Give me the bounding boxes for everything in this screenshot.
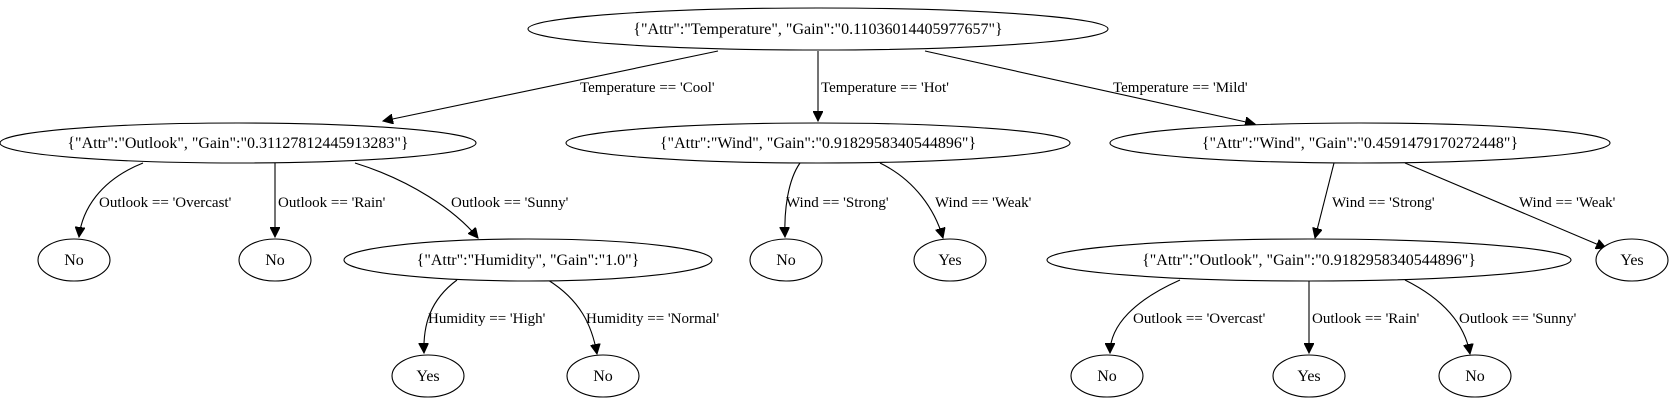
edge-label-wind-strong: Wind == 'Strong' — [1332, 195, 1435, 211]
node-ellipse — [37, 238, 111, 282]
edge-label-wind-weak: Wind == 'Weak' — [1519, 195, 1616, 211]
edge-arrow — [785, 162, 801, 237]
edge-arrow — [383, 50, 719, 121]
edge-arrow — [547, 279, 597, 354]
edge-m_strong-to-ms_rain: Outlook == 'Rain' — [1309, 281, 1420, 353]
node-label: {"Attr":"Humidity", "Gain":"1.0"} — [417, 252, 640, 269]
node-ellipse — [238, 238, 312, 282]
decision-node-c-sunny: {"Attr":"Humidity", "Gain":"1.0"} — [343, 238, 713, 282]
node-ellipse — [1595, 238, 1669, 282]
leaf-node-h-strong: No — [749, 238, 823, 282]
node-label: No — [776, 252, 796, 269]
node-ellipse — [0, 122, 477, 164]
edge-arrow — [1404, 279, 1470, 354]
edge-c_sunny-to-hum_high: Humidity == 'High' — [424, 279, 546, 353]
edge-label-outlook-rain: Outlook == 'Rain' — [278, 195, 386, 211]
node-ellipse — [1109, 122, 1611, 164]
node-ellipse — [749, 238, 823, 282]
edge-label-outlook-overcast: Outlook == 'Overcast' — [1133, 311, 1266, 327]
node-label: Yes — [1620, 252, 1643, 269]
edge-mild-to-m_weak: Wind == 'Weak' — [1404, 162, 1616, 248]
edge-cool-to-c_overcast: Outlook == 'Overcast' — [79, 162, 232, 237]
edge-root-to-cool: Temperature == 'Cool' — [383, 50, 719, 121]
edge-arrow — [879, 162, 943, 238]
edge-c_sunny-to-hum_normal: Humidity == 'Normal' — [547, 279, 719, 354]
leaf-node-hum-normal: No — [566, 354, 640, 398]
node-ellipse — [565, 122, 1071, 164]
leaf-node-ms-sunny: No — [1438, 354, 1512, 398]
edge-label-temperature-hot: Temperature == 'Hot' — [821, 80, 949, 96]
decision-node-root: {"Attr":"Temperature", "Gain":"0.1103601… — [527, 7, 1109, 51]
node-ellipse — [1046, 238, 1572, 282]
edge-root-to-hot: Temperature == 'Hot' — [818, 51, 949, 121]
leaf-node-c-overcast: No — [37, 238, 111, 282]
node-label: No — [593, 368, 613, 385]
edge-arrow — [1110, 279, 1181, 353]
node-ellipse — [527, 7, 1109, 51]
edge-label-temperature-mild: Temperature == 'Mild' — [1113, 80, 1248, 96]
node-label: No — [1097, 368, 1117, 385]
edge-label-wind-strong: Wind == 'Strong' — [786, 195, 889, 211]
edge-arrow — [354, 162, 478, 238]
edge-mild-to-m_strong: Wind == 'Strong' — [1315, 162, 1435, 238]
edge-root-to-mild: Temperature == 'Mild' — [924, 50, 1255, 124]
edge-label-outlook-overcast: Outlook == 'Overcast' — [99, 195, 232, 211]
leaf-node-h-weak: Yes — [913, 238, 987, 282]
node-label: No — [1465, 368, 1485, 385]
nodes-layer: {"Attr":"Temperature", "Gain":"0.1103601… — [0, 7, 1669, 398]
edges-layer: Temperature == 'Cool' Temperature == 'Hot… — [79, 50, 1616, 354]
decision-node-mild: {"Attr":"Wind", "Gain":"0.45914791702724… — [1109, 122, 1611, 164]
edge-cool-to-c_sunny: Outlook == 'Sunny' — [354, 162, 569, 238]
leaf-node-ms-rain: Yes — [1272, 354, 1346, 398]
node-label: No — [265, 252, 285, 269]
decision-node-m-strong: {"Attr":"Outlook", "Gain":"0.91829583405… — [1046, 238, 1572, 282]
edge-label-humidity-high: Humidity == 'High' — [428, 311, 546, 327]
edge-arrow — [1315, 162, 1335, 238]
node-label: Yes — [1297, 368, 1320, 385]
edge-m_strong-to-ms_sunny: Outlook == 'Sunny' — [1404, 279, 1577, 354]
edge-label-outlook-rain: Outlook == 'Rain' — [1312, 311, 1420, 327]
edge-hot-to-h_weak: Wind == 'Weak' — [879, 162, 1032, 238]
edge-hot-to-h_strong: Wind == 'Strong' — [785, 162, 889, 237]
node-ellipse — [913, 238, 987, 282]
edge-label-humidity-normal: Humidity == 'Normal' — [586, 311, 719, 327]
node-ellipse — [566, 354, 640, 398]
node-label: {"Attr":"Temperature", "Gain":"0.1103601… — [633, 21, 1002, 38]
node-label: Yes — [938, 252, 961, 269]
edge-label-outlook-sunny: Outlook == 'Sunny' — [1459, 311, 1577, 327]
node-label: {"Attr":"Outlook", "Gain":"0.91829583405… — [1142, 252, 1476, 269]
node-ellipse — [1272, 354, 1346, 398]
edge-arrow — [924, 50, 1255, 124]
node-ellipse — [1070, 354, 1144, 398]
node-label: {"Attr":"Wind", "Gain":"0.91829583405448… — [660, 135, 976, 152]
edge-label-wind-weak: Wind == 'Weak' — [935, 195, 1032, 211]
node-ellipse — [1438, 354, 1512, 398]
edge-label-outlook-sunny: Outlook == 'Sunny' — [451, 195, 569, 211]
leaf-node-m-weak: Yes — [1595, 238, 1669, 282]
leaf-node-hum-high: Yes — [391, 354, 465, 398]
node-label: {"Attr":"Wind", "Gain":"0.45914791702724… — [1202, 135, 1518, 152]
edge-arrow — [1404, 162, 1606, 248]
node-label: {"Attr":"Outlook", "Gain":"0.31127812445… — [67, 135, 408, 152]
edge-arrow — [79, 162, 144, 237]
decision-node-cool: {"Attr":"Outlook", "Gain":"0.31127812445… — [0, 122, 477, 164]
node-ellipse — [343, 238, 713, 282]
node-ellipse — [391, 354, 465, 398]
edge-cool-to-c_rain: Outlook == 'Rain' — [275, 163, 386, 237]
leaf-node-ms-overcast: No — [1070, 354, 1144, 398]
node-label: No — [64, 252, 84, 269]
edge-m_strong-to-ms_overcast: Outlook == 'Overcast' — [1110, 279, 1266, 353]
leaf-node-c-rain: No — [238, 238, 312, 282]
edge-arrow — [424, 279, 458, 353]
node-label: Yes — [416, 368, 439, 385]
edge-label-temperature-cool: Temperature == 'Cool' — [580, 80, 715, 96]
decision-node-hot: {"Attr":"Wind", "Gain":"0.91829583405448… — [565, 122, 1071, 164]
